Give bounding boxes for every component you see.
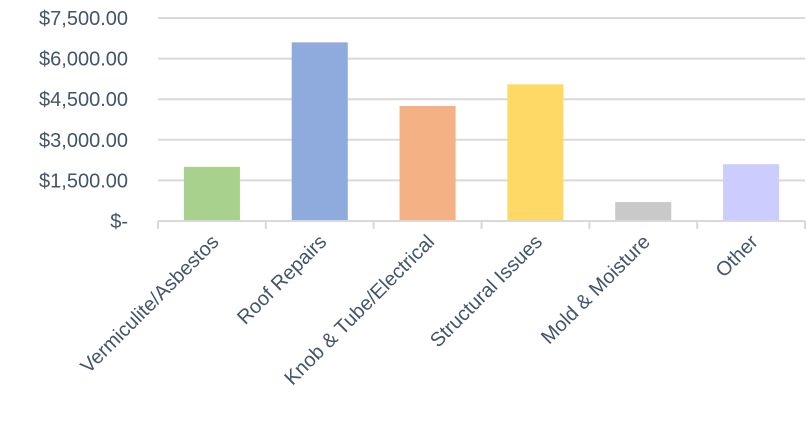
bar xyxy=(615,202,672,221)
y-tick-label: $7,500.00 xyxy=(39,8,128,30)
x-category-label: Mold & Moisture xyxy=(537,231,655,349)
bars xyxy=(183,42,780,222)
bar xyxy=(291,42,348,221)
y-tick-label: $3,000.00 xyxy=(39,130,128,152)
y-tick-label: $6,000.00 xyxy=(39,49,128,71)
y-axis-ticks: $- $1,500.00 $3,000.00 $4,500.00 $6,000.00 $7… xyxy=(39,8,128,233)
bar xyxy=(183,166,240,221)
y-tick-label: $4,500.00 xyxy=(39,89,128,111)
bar xyxy=(723,164,780,221)
x-axis xyxy=(157,220,806,229)
x-category-label: Structural Issues xyxy=(426,231,547,352)
bar xyxy=(507,84,564,222)
x-category-label: Other xyxy=(712,231,763,282)
x-category-label: Vermiculite/Asbestos xyxy=(77,231,224,378)
x-category-label: Roof Repairs xyxy=(233,231,331,329)
y-tick-label: $1,500.00 xyxy=(39,170,128,192)
bar xyxy=(399,105,456,221)
y-tick-label: $- xyxy=(110,211,128,233)
gridlines xyxy=(158,17,805,182)
